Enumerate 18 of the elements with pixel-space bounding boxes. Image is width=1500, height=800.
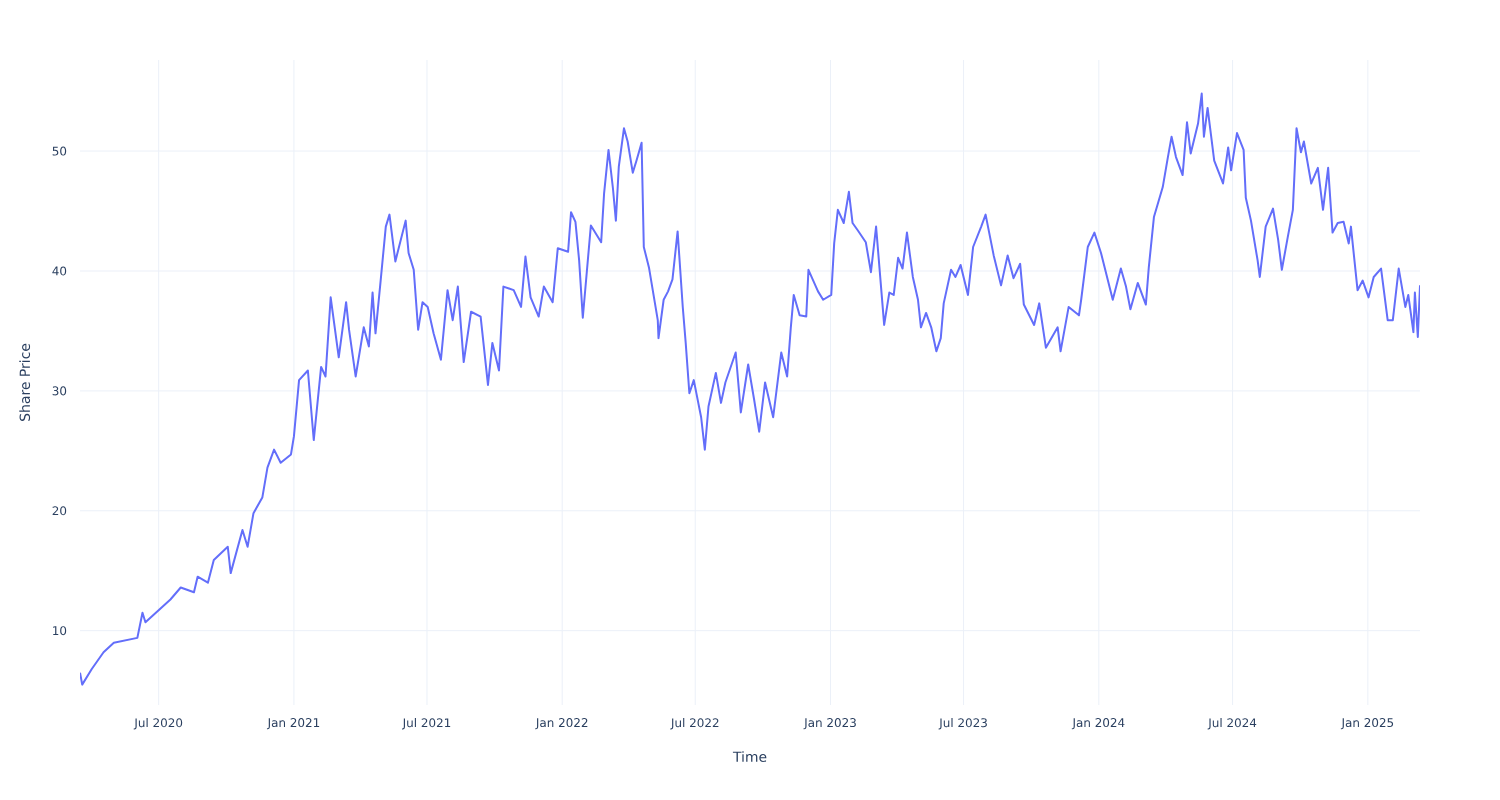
line-series — [80, 92, 1421, 686]
x-tick-label: Jan 2025 — [1340, 718, 1394, 730]
x-tick-label: Jan 2021 — [266, 718, 320, 730]
y-tick-label: 30 — [52, 386, 67, 396]
x-tick-label: Jan 2022 — [535, 718, 588, 730]
x-tick-label: Jul 2022 — [670, 718, 719, 730]
y-tick-label: 10 — [53, 626, 67, 636]
y-tick-label: 40 — [52, 266, 67, 276]
x-axis-title: Time — [732, 751, 767, 762]
x-tick-label: Jul 2021 — [402, 718, 451, 730]
x-tick-label: Jul 2023 — [938, 718, 987, 730]
x-tick-label: Jul 2020 — [133, 718, 183, 730]
x-tick-label: Jan 2024 — [1071, 718, 1125, 730]
y-tick-label: 20 — [52, 506, 67, 516]
y-axis-title: Share Price — [19, 343, 31, 421]
y-tick-label: 50 — [52, 146, 67, 156]
x-tick-label: Jul 2024 — [1207, 718, 1257, 730]
x-tick-label: Jan 2023 — [803, 718, 856, 730]
